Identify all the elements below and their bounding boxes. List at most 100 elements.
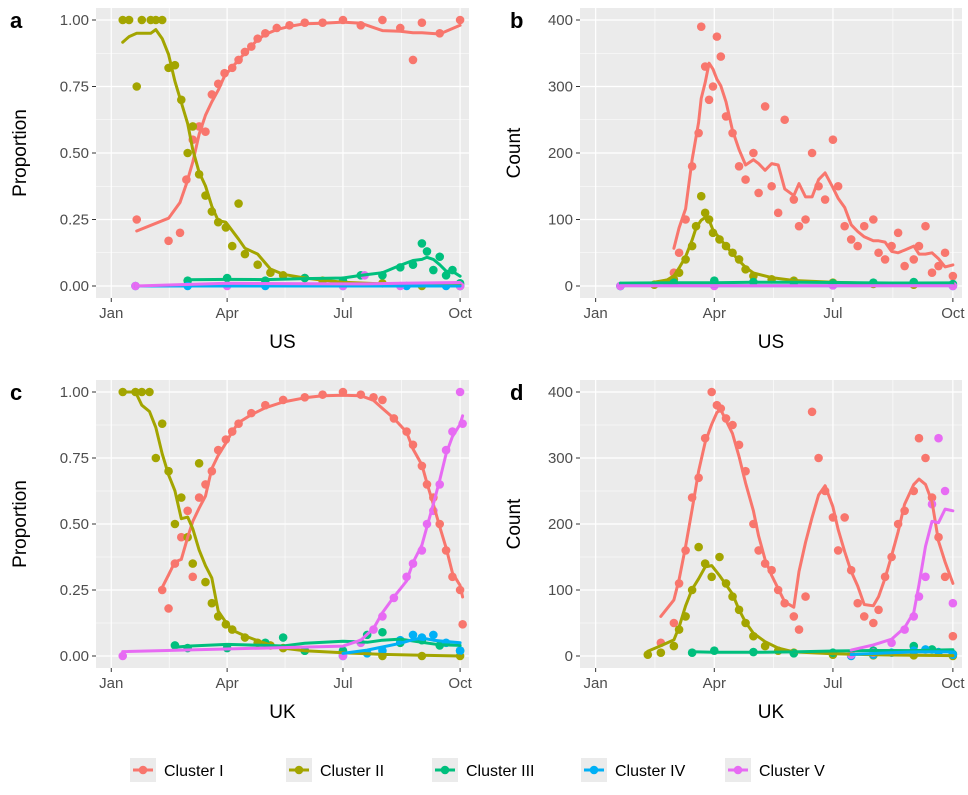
data-point bbox=[234, 199, 243, 208]
data-point bbox=[940, 572, 950, 582]
y-axis-title: Count bbox=[504, 127, 525, 178]
y-tick-label: 0.50 bbox=[60, 516, 89, 533]
x-tick-label: Oct bbox=[448, 305, 472, 322]
data-point bbox=[789, 612, 799, 621]
data-point bbox=[940, 248, 950, 258]
legend-key-point bbox=[733, 765, 743, 775]
panel-label: a bbox=[10, 8, 23, 33]
data-point bbox=[164, 604, 173, 613]
data-point bbox=[914, 433, 924, 443]
y-tick-label: 300 bbox=[548, 79, 573, 96]
y-tick-label: 200 bbox=[548, 145, 573, 162]
data-point bbox=[749, 148, 758, 158]
trend-line-cluster-iv bbox=[341, 636, 462, 655]
data-point bbox=[669, 641, 679, 651]
data-point bbox=[712, 32, 722, 41]
data-point bbox=[801, 215, 810, 224]
data-point bbox=[874, 248, 883, 258]
data-point bbox=[429, 630, 438, 640]
legend-key-point bbox=[294, 765, 304, 775]
data-point bbox=[378, 15, 387, 25]
y-tick-label: 0.25 bbox=[60, 582, 89, 599]
trend-line-cluster-i bbox=[672, 61, 955, 269]
data-point bbox=[927, 268, 937, 278]
trend-line-cluster-v bbox=[134, 281, 462, 288]
legend-item: Cluster II bbox=[286, 758, 384, 782]
data-point bbox=[176, 493, 186, 502]
data-point bbox=[417, 18, 427, 27]
x-tick-label: Jul bbox=[823, 305, 842, 322]
data-point bbox=[773, 208, 783, 218]
data-point bbox=[789, 195, 799, 204]
y-tick-label: 400 bbox=[548, 384, 573, 401]
data-point bbox=[408, 630, 418, 640]
panel-c: 0.00 0.25 0.50 0.75 1.00 Jan Apr Jul Oct UK Propor… bbox=[10, 380, 473, 723]
legend-key-point bbox=[138, 765, 148, 775]
data-point bbox=[801, 592, 810, 601]
x-tick-label: Jul bbox=[333, 305, 352, 322]
y-tick-label: 100 bbox=[548, 212, 573, 229]
panel-label: d bbox=[510, 380, 523, 405]
y-axis-title: Proportion bbox=[10, 480, 31, 568]
data-point bbox=[948, 631, 958, 641]
data-point bbox=[183, 506, 192, 516]
x-tick-label: Apr bbox=[703, 675, 726, 692]
x-axis-title: UK bbox=[269, 702, 296, 723]
x-tick-label: Jan bbox=[584, 675, 608, 692]
data-point bbox=[934, 261, 943, 271]
data-point bbox=[458, 620, 467, 629]
x-tick-label: Jul bbox=[333, 675, 352, 692]
data-point bbox=[833, 181, 843, 191]
data-point bbox=[767, 181, 776, 191]
legend-label: Cluster IV bbox=[615, 763, 686, 780]
data-point bbox=[188, 559, 198, 568]
y-axis-title: Count bbox=[504, 498, 525, 549]
data-point bbox=[893, 228, 903, 238]
data-point bbox=[859, 612, 869, 621]
data-point bbox=[378, 627, 387, 637]
data-point bbox=[253, 260, 262, 270]
data-point bbox=[921, 453, 930, 463]
data-point bbox=[157, 15, 167, 25]
data-point bbox=[157, 585, 167, 595]
data-point bbox=[874, 605, 883, 615]
x-tick-label: Oct bbox=[941, 675, 965, 692]
data-point bbox=[853, 241, 862, 251]
x-axis-title: UK bbox=[758, 702, 785, 723]
data-point bbox=[151, 453, 161, 463]
data-point bbox=[176, 532, 186, 542]
data-point bbox=[422, 247, 432, 256]
y-tick-label: 1.00 bbox=[60, 12, 89, 29]
data-point bbox=[408, 55, 418, 65]
x-tick-label: Apr bbox=[215, 305, 238, 322]
y-tick-label: 1.00 bbox=[60, 384, 89, 401]
data-point bbox=[455, 15, 465, 25]
data-point bbox=[164, 236, 173, 246]
x-tick-label: Oct bbox=[941, 305, 965, 322]
trend-line-cluster-iii bbox=[173, 637, 462, 649]
data-point bbox=[188, 572, 198, 582]
data-point bbox=[278, 633, 288, 642]
data-point bbox=[900, 625, 909, 634]
y-tick-label: 0.75 bbox=[60, 450, 89, 467]
trend-line-cluster-iii bbox=[186, 255, 462, 282]
trend-line-cluster-v bbox=[849, 507, 955, 652]
data-point bbox=[118, 15, 128, 25]
data-point bbox=[175, 228, 185, 238]
data-point bbox=[183, 148, 192, 158]
trend-line-cluster-iv bbox=[849, 650, 955, 656]
data-point bbox=[696, 22, 706, 31]
legend: Cluster I Cluster II Cluster III Cluster IV… bbox=[130, 758, 825, 782]
trend-line-cluster-i bbox=[160, 393, 465, 599]
data-point bbox=[704, 95, 714, 105]
data-point bbox=[132, 215, 142, 224]
y-tick-label: 0.25 bbox=[60, 212, 89, 229]
data-point bbox=[921, 221, 930, 231]
data-point bbox=[201, 127, 210, 137]
data-point bbox=[948, 598, 958, 608]
legend-label: Cluster I bbox=[164, 763, 224, 780]
y-tick-label: 400 bbox=[548, 12, 573, 29]
data-point bbox=[909, 255, 919, 264]
data-point bbox=[940, 486, 950, 496]
